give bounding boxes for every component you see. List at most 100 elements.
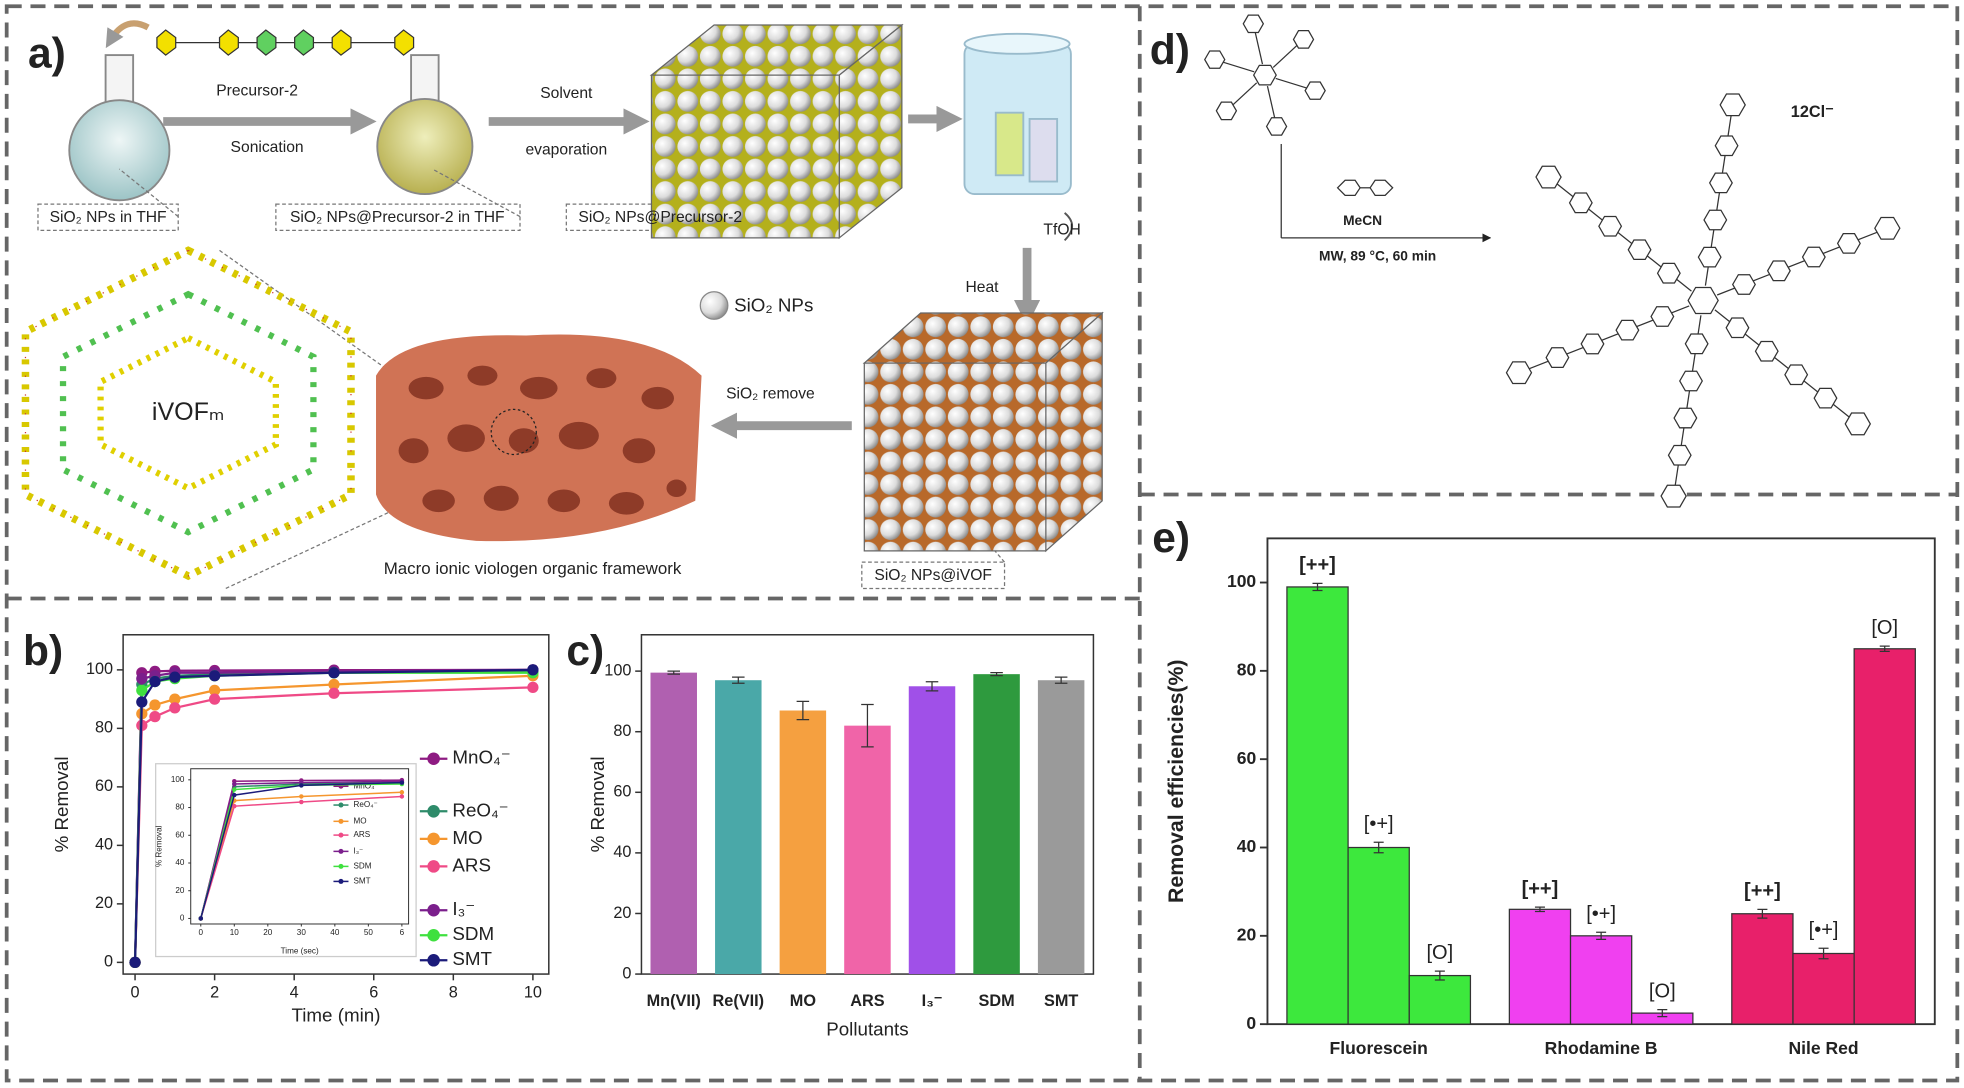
- error-bar: [1879, 645, 1890, 653]
- ring: [1679, 370, 1704, 392]
- x-tick-label: SDM: [978, 992, 1014, 1010]
- x-tick-label: MO: [790, 992, 816, 1010]
- bond: [1254, 32, 1264, 65]
- ring: [1650, 306, 1675, 327]
- ring: [1242, 14, 1265, 34]
- legend-label: ARS: [452, 854, 491, 875]
- ring: [1568, 192, 1593, 214]
- arrow-label: Precursor-2: [216, 83, 298, 100]
- ring: [1836, 232, 1861, 254]
- plot-frame: [190, 768, 410, 925]
- x-tick-label: 20: [263, 928, 273, 937]
- point: [527, 664, 539, 676]
- y-tick-label: 40: [95, 836, 113, 854]
- x-tick-label: 30: [297, 928, 307, 937]
- ring: [1598, 215, 1623, 237]
- x-tick-label: Nile Red: [1789, 1038, 1859, 1058]
- error-bar: [1596, 931, 1607, 940]
- legend-marker: [338, 818, 344, 824]
- y-axis-label: Removal efficiencies(%): [1164, 660, 1188, 903]
- bar: [1347, 846, 1410, 1025]
- error-bar: [861, 703, 874, 748]
- x-axis-label: Time (min): [291, 1005, 380, 1026]
- scheme-a-text: Precursor-2 Sonication Solvent evaporati…: [50, 83, 1081, 585]
- cube: [649, 23, 1104, 553]
- panel-label: a): [28, 30, 66, 78]
- x-tick-label: 0: [131, 984, 140, 1002]
- ring: [1673, 407, 1698, 429]
- x-tick-label: 8: [449, 984, 458, 1002]
- error-bar: [990, 672, 1003, 677]
- point: [232, 781, 237, 787]
- y-tick-label: 0: [180, 914, 185, 923]
- x-axis-label: Pollutants: [826, 1018, 908, 1039]
- ring: [1580, 333, 1605, 355]
- bar-label: [O]: [1649, 980, 1676, 1002]
- point: [232, 792, 237, 798]
- beaker: [963, 32, 1074, 242]
- y-axis-label: % Removal: [587, 756, 608, 852]
- x-tick-label: ARS: [850, 992, 884, 1010]
- ring: [1667, 444, 1692, 466]
- legend-label: MO: [353, 816, 366, 825]
- process-arrows: [163, 105, 1041, 439]
- point: [136, 684, 148, 696]
- ring: [1304, 81, 1326, 100]
- y-tick-label: 40: [1237, 836, 1257, 856]
- panel-labels: a) b) c) d) e): [23, 26, 1190, 675]
- point: [232, 787, 237, 792]
- legend-marker: [338, 832, 344, 838]
- y-tick-label: 0: [104, 953, 113, 971]
- point: [136, 696, 148, 708]
- legend-marker: [427, 805, 440, 818]
- point: [198, 916, 204, 921]
- ring: [1703, 209, 1728, 231]
- end-ring: [1719, 93, 1746, 117]
- bond: [1232, 82, 1258, 106]
- point: [399, 780, 405, 785]
- point: [299, 794, 304, 799]
- bar: [973, 674, 1020, 975]
- bar: [650, 672, 697, 975]
- y-tick-label: 20: [613, 904, 631, 922]
- error-bar: [1434, 970, 1445, 981]
- arrow-label: Solvent: [540, 85, 593, 102]
- bar: [715, 680, 762, 975]
- end-ring: [1505, 361, 1533, 385]
- framework-hexagon: [21, 246, 355, 581]
- scheme-d-text: MeCN MW, 89 °C, 60 min 12Cl⁻: [1319, 103, 1834, 263]
- legend-marker: [427, 903, 440, 917]
- bar-label: [++]: [1744, 880, 1781, 902]
- panel-label: d): [1150, 26, 1190, 74]
- point: [169, 693, 181, 705]
- point: [169, 702, 181, 714]
- legend-label: I₃⁻: [353, 847, 363, 856]
- legend-label: MO: [452, 827, 482, 848]
- point: [328, 667, 340, 679]
- caption: Macro ionic viologen organic framework: [384, 559, 682, 578]
- plot-frame: [122, 634, 550, 975]
- caption: SiO₂ NPs@Precursor-2: [578, 209, 742, 226]
- error-bar: [732, 676, 745, 684]
- arrow-label: SiO₂ remove: [726, 386, 815, 403]
- series-line: [200, 781, 402, 919]
- chart: 0 20 40 60 80 100 Removal efficiencies(%) [++] […: [1164, 537, 1936, 1058]
- error-bar: [1534, 906, 1545, 913]
- y-tick-label: 20: [95, 894, 113, 912]
- y-tick-label: 60: [95, 777, 113, 795]
- legend-label: SDM: [452, 923, 494, 944]
- arrow-label: evaporation: [525, 141, 607, 158]
- legend-marker: [427, 752, 440, 765]
- ring: [1656, 262, 1681, 284]
- ring: [1615, 319, 1640, 341]
- y-tick-label: 80: [1237, 659, 1257, 679]
- bond: [1222, 61, 1255, 73]
- legend-marker: [338, 863, 344, 869]
- bar-label: [•+]: [1809, 919, 1839, 941]
- point: [129, 956, 141, 969]
- error-bar: [1757, 908, 1768, 919]
- core-ring: [1687, 286, 1719, 315]
- x-tick-label: 10: [230, 928, 240, 937]
